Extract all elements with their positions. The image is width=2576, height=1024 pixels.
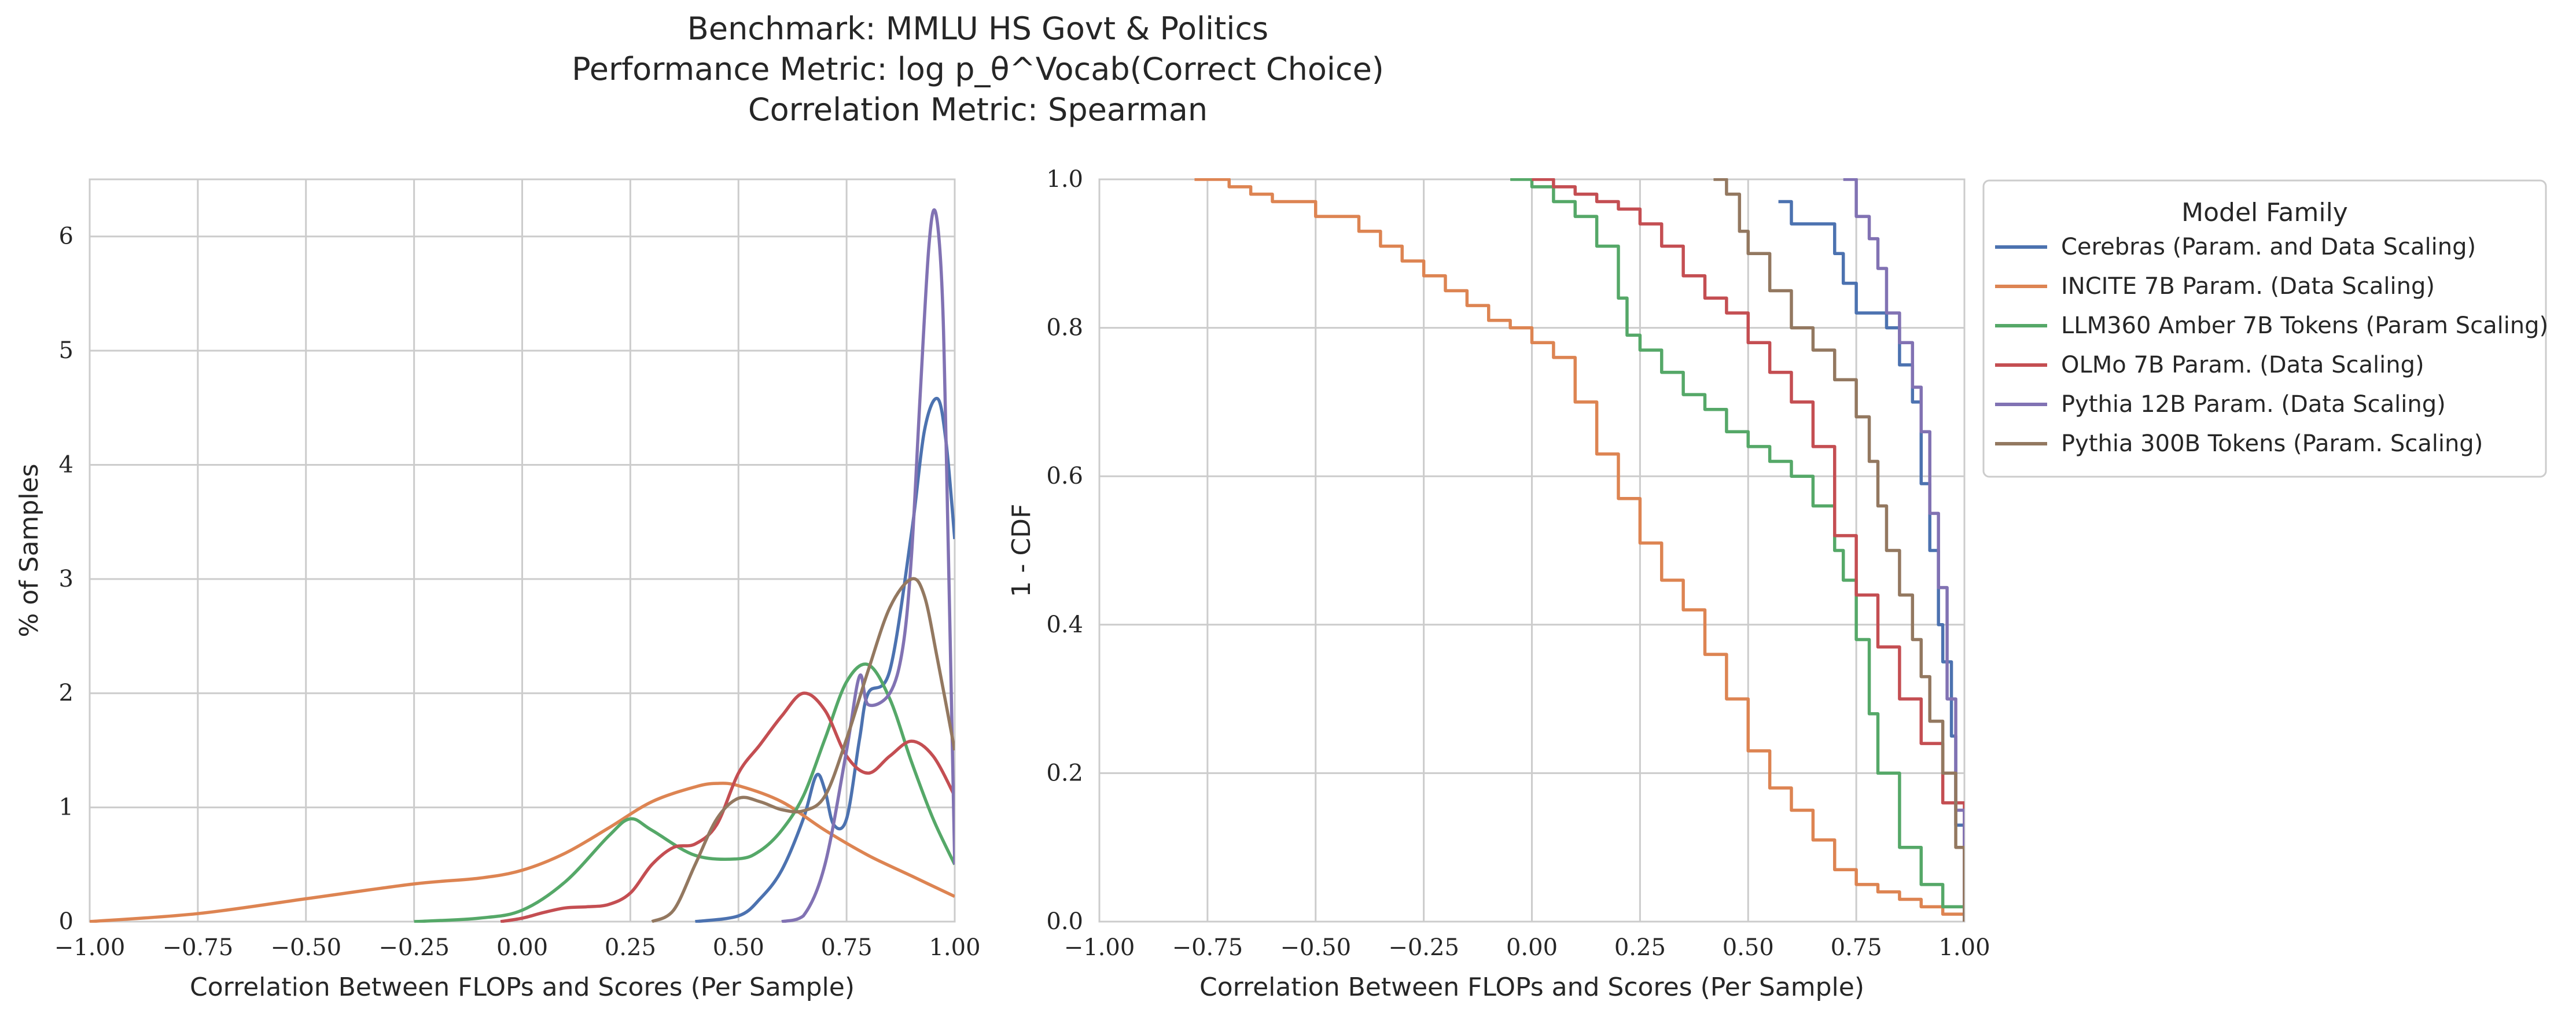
series-line-olmo-7b-param-data-scaling xyxy=(1532,178,1964,922)
x-axis-label: Correlation Between FLOPs and Scores (Pe… xyxy=(1199,973,1864,1002)
legend: Model Family Cerebras (Param. and Data S… xyxy=(1982,179,2548,478)
series-line-cerebras-param-and-data-scaling xyxy=(695,396,955,923)
y-tick-label: 1.0 xyxy=(1046,166,1083,193)
legend-title: Model Family xyxy=(2181,198,2348,227)
x-tick-label: −0.75 xyxy=(1172,934,1243,961)
series-line-cerebras-param-and-data-scaling xyxy=(1778,200,1964,922)
legend-frame xyxy=(1982,179,2547,478)
series-line-pythia-12b-param-data-scaling xyxy=(1843,178,1964,922)
x-tick-label: 0.50 xyxy=(1723,934,1774,961)
y-tick-label: 0 xyxy=(59,908,73,935)
x-tick-label: 0.75 xyxy=(1831,934,1882,961)
legend-entry-label: OLMo 7B Param. (Data Scaling) xyxy=(2061,352,2424,378)
x-axis-label: Correlation Between FLOPs and Scores (Pe… xyxy=(190,973,855,1002)
title-line-benchmark: Benchmark: MMLU HS Govt & Politics xyxy=(687,10,1268,47)
title-line-performance-metric: Performance Metric: log p_θ^Vocab(Correc… xyxy=(572,51,1384,87)
series-line-olmo-7b-param-data-scaling xyxy=(500,691,955,923)
y-tick-label: 5 xyxy=(59,337,73,364)
x-tick-label: −0.50 xyxy=(270,934,341,961)
figure-title: Benchmark: MMLU HS Govt & Politics Perfo… xyxy=(572,10,1384,128)
y-tick-label: 0.0 xyxy=(1046,908,1083,935)
x-tick-label: 0.00 xyxy=(1506,934,1558,961)
y-tick-label: 0.8 xyxy=(1046,315,1083,341)
x-tick-label: −1.00 xyxy=(1064,934,1135,961)
y-tick-label: 2 xyxy=(59,680,73,706)
series-line-llm360-amber-7b-tokens-param-scaling xyxy=(1510,178,1964,922)
x-tick-label: 0.50 xyxy=(713,934,764,961)
x-tick-label: 0.25 xyxy=(1614,934,1666,961)
x-tick-label: 1.00 xyxy=(1938,934,1990,961)
series-group xyxy=(1194,178,1964,922)
legend-entry-label: INCITE 7B Param. (Data Scaling) xyxy=(2061,273,2435,300)
series-line-incite-7b-param-data-scaling xyxy=(1194,178,1964,922)
y-tick-label: 1 xyxy=(59,794,73,821)
legend-entries: Cerebras (Param. and Data Scaling) INCITE… xyxy=(1995,234,2548,457)
series-group xyxy=(90,208,955,923)
plot-frame xyxy=(89,178,956,923)
title-line-correlation-metric: Correlation Metric: Spearman xyxy=(748,91,1208,128)
survival-panel: −1.00 −0.75 −0.50 −0.25 0.00 0.25 0.50 0.75 1.00… xyxy=(1007,166,1990,1002)
series-line-pythia-300b-tokens-param-scaling xyxy=(651,577,955,923)
tick-labels: −1.00 −0.75 −0.50 −0.25 0.00 0.25 0.50 0.75 1.00… xyxy=(1046,166,1990,961)
x-tick-label: −1.00 xyxy=(54,934,126,961)
x-tick-label: −0.25 xyxy=(378,934,450,961)
y-axis-label: % of Samples xyxy=(14,463,44,637)
y-tick-label: 4 xyxy=(59,451,73,478)
y-tick-label: 3 xyxy=(59,566,73,592)
y-tick-label: 6 xyxy=(59,223,73,250)
y-tick-label: 0.2 xyxy=(1046,760,1083,786)
y-axis-label: 1 - CDF xyxy=(1007,504,1036,598)
grid xyxy=(89,179,956,923)
x-tick-label: 1.00 xyxy=(929,934,980,961)
legend-entry-label: Pythia 12B Param. (Data Scaling) xyxy=(2061,391,2446,418)
legend-entry-label: LLM360 Amber 7B Tokens (Param Scaling) xyxy=(2061,312,2548,339)
tick-labels: −1.00 −0.75 −0.50 −0.25 0.00 0.25 0.50 0.75 1.00… xyxy=(54,223,981,961)
x-tick-label: −0.50 xyxy=(1280,934,1351,961)
y-tick-label: 0.4 xyxy=(1046,612,1083,638)
x-tick-label: 0.00 xyxy=(496,934,548,961)
y-tick-label: 0.6 xyxy=(1046,463,1083,489)
legend-entry-label: Cerebras (Param. and Data Scaling) xyxy=(2061,234,2476,260)
x-tick-label: 0.75 xyxy=(821,934,873,961)
series-line-incite-7b-param-data-scaling xyxy=(90,782,955,923)
series-line-llm360-amber-7b-tokens-param-scaling xyxy=(414,662,955,923)
series-line-pythia-300b-tokens-param-scaling xyxy=(1713,178,1964,922)
legend-entry-label: Pythia 300B Tokens (Param. Scaling) xyxy=(2061,430,2483,457)
x-tick-label: 0.25 xyxy=(605,934,656,961)
kde-panel: −1.00 −0.75 −0.50 −0.25 0.00 0.25 0.50 0.75 1.00… xyxy=(14,178,981,1002)
x-tick-label: −0.75 xyxy=(163,934,234,961)
series-line-pythia-12b-param-data-scaling xyxy=(781,208,955,923)
x-tick-label: −0.25 xyxy=(1388,934,1459,961)
